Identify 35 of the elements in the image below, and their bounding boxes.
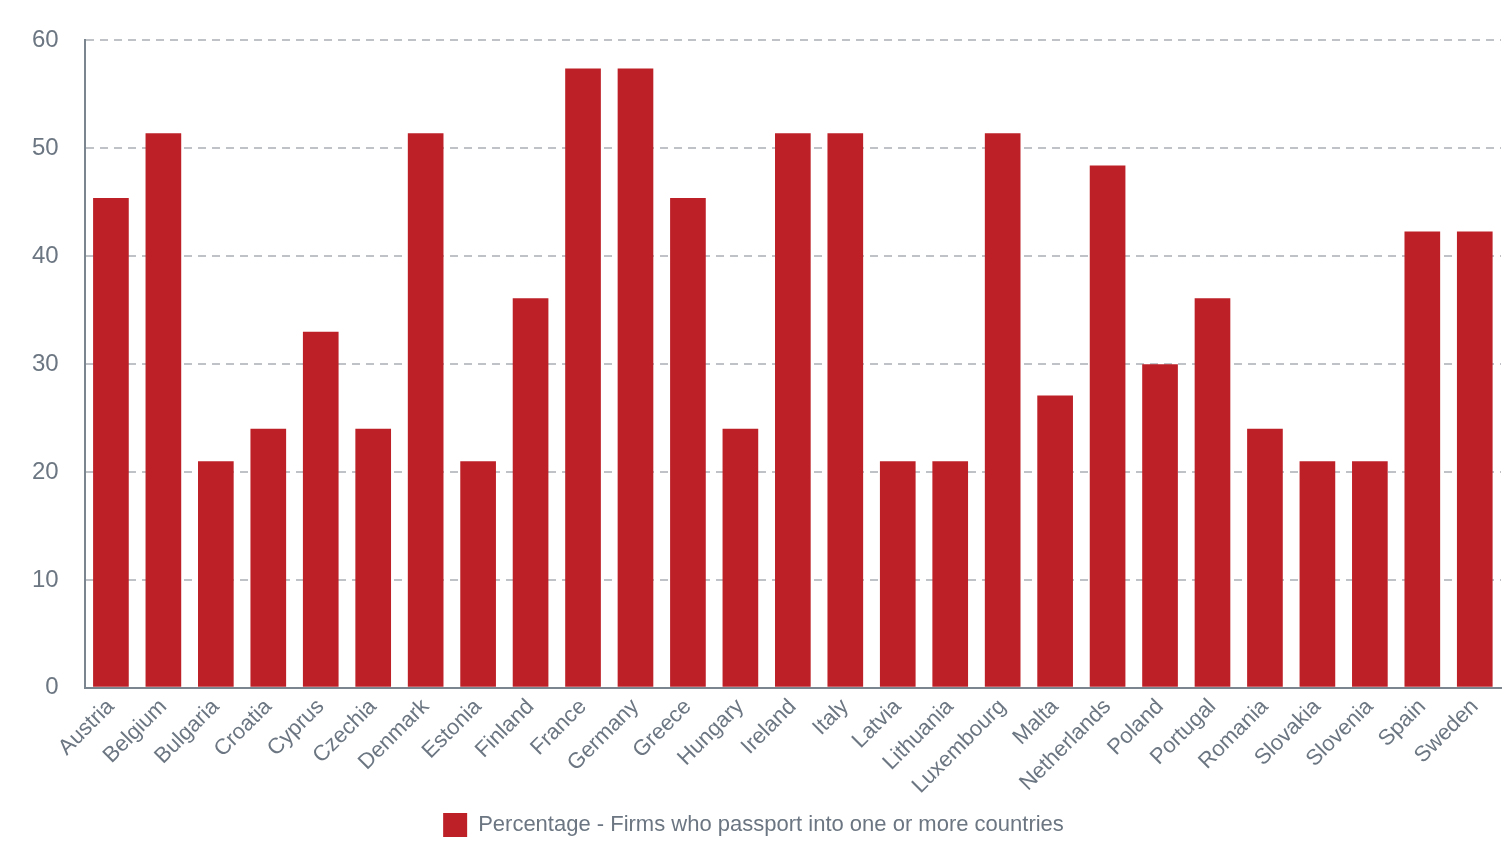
bar [407, 133, 444, 687]
bar [302, 331, 339, 687]
bar [565, 68, 601, 687]
bar [250, 428, 287, 687]
bar [932, 461, 969, 687]
bar [722, 428, 759, 687]
bar [1404, 231, 1441, 687]
bar [879, 461, 916, 687]
y-tick-label: 20 [31, 456, 59, 484]
y-tick-label: 30 [31, 348, 59, 376]
y-tick-label: 50 [31, 132, 59, 160]
bar [827, 133, 864, 687]
bar [775, 133, 811, 687]
bar [1194, 298, 1231, 687]
bar [1352, 461, 1388, 687]
bar [1299, 461, 1336, 687]
bar [198, 461, 234, 687]
y-tick-label: 60 [31, 25, 59, 53]
bar [1142, 364, 1178, 687]
bar [1089, 165, 1126, 687]
bar [617, 68, 654, 687]
y-tick-label: 10 [31, 564, 59, 592]
bar [460, 461, 496, 687]
y-tick-label: 0 [45, 672, 59, 700]
bar [984, 133, 1021, 687]
bar [1037, 395, 1073, 687]
bar [512, 298, 549, 687]
bar [1456, 231, 1493, 687]
bar [145, 133, 182, 687]
legend-label: Percentage - Firms who passport into one or more countries [478, 811, 1064, 837]
bar [1247, 428, 1283, 687]
y-tick-label: 40 [31, 240, 59, 268]
bar [93, 197, 129, 687]
bar [355, 428, 392, 687]
bar [670, 197, 706, 687]
